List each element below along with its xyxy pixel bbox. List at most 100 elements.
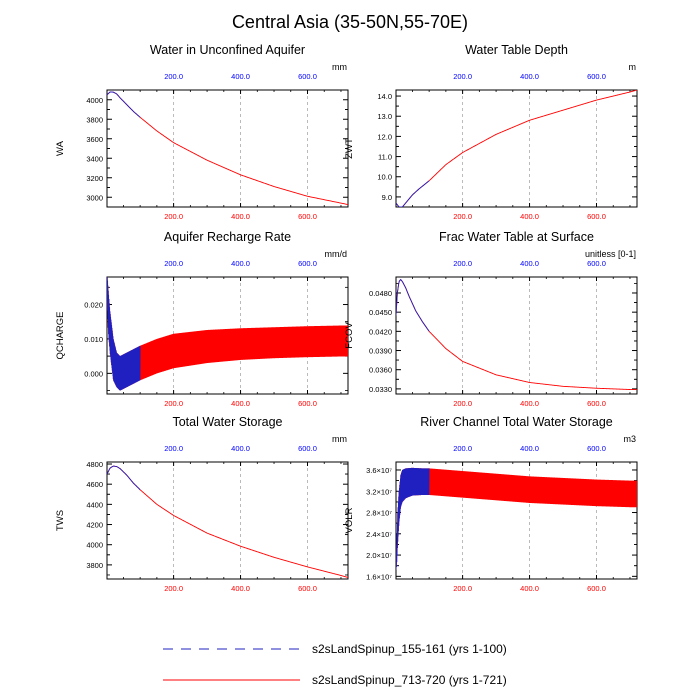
panel-units: mm xyxy=(332,434,347,444)
x-tick-label-top: 400.0 xyxy=(231,444,250,453)
y-tick-label: 3000 xyxy=(86,193,103,202)
x-tick-label-bottom: 400.0 xyxy=(520,584,539,593)
y-tick-label: 0.000 xyxy=(84,369,103,378)
y-tick-label: 14.0 xyxy=(377,92,392,101)
series-line-blue xyxy=(107,465,141,491)
y-tick-label: 4400 xyxy=(86,500,103,509)
panel-units: m3 xyxy=(623,434,636,444)
x-tick-label-top: 400.0 xyxy=(520,444,539,453)
x-tick-label-top: 600.0 xyxy=(298,72,317,81)
x-tick-label-top: 200.0 xyxy=(453,259,472,268)
y-tick-label: 0.0360 xyxy=(369,366,392,375)
plot-area xyxy=(396,467,637,570)
series-line-red xyxy=(396,90,637,207)
x-tick-label-bottom: 400.0 xyxy=(520,212,539,221)
y-tick-label: 10.0 xyxy=(377,173,392,182)
y-tick-label: 3.2×10⁷ xyxy=(366,487,392,496)
y-tick-label: 3600 xyxy=(86,135,103,144)
series-line-red xyxy=(396,467,637,570)
y-axis-label: WA xyxy=(55,140,66,156)
legend-label-red: s2sLandSpinup_713-720 (yrs 1-721) xyxy=(312,673,507,687)
y-tick-label: 3400 xyxy=(86,154,103,163)
plot-frame xyxy=(395,89,638,208)
y-tick-label: 4800 xyxy=(86,460,103,469)
plot-area xyxy=(107,91,348,206)
chart-panel-5: Total Water Storage mm 200.0 400.0 600.0 200.… xyxy=(55,415,349,593)
legend: s2sLandSpinup_155-161 (yrs 1-100) s2sLan… xyxy=(163,642,507,687)
x-tick-label-top: 600.0 xyxy=(587,259,606,268)
panel-title: River Channel Total Water Storage xyxy=(420,415,613,429)
x-tick-label-bottom: 600.0 xyxy=(298,399,317,408)
series-line-blue xyxy=(396,467,430,570)
y-axis-label: TWS xyxy=(55,510,66,531)
series-line-red xyxy=(396,278,637,390)
x-tick-label-top: 200.0 xyxy=(164,444,183,453)
y-axis-label: FCOV xyxy=(344,322,355,349)
x-tick-label-bottom: 400.0 xyxy=(520,399,539,408)
y-tick-label: 3800 xyxy=(86,115,103,124)
plot-area xyxy=(107,465,348,578)
x-tick-label-bottom: 400.0 xyxy=(231,399,250,408)
panel-title: Frac Water Table at Surface xyxy=(439,230,594,244)
chart-panel-2: Water Table Depth m 200.0 400.0 600.0 200.0 40… xyxy=(344,43,638,221)
plot-area xyxy=(396,90,637,207)
x-tick-label-top: 200.0 xyxy=(453,444,472,453)
y-axis-label: VOLR xyxy=(344,507,355,533)
y-tick-label: 0.0420 xyxy=(369,327,392,336)
panel-units: mm/d xyxy=(325,249,348,259)
x-tick-label-top: 200.0 xyxy=(453,72,472,81)
x-tick-label-bottom: 400.0 xyxy=(231,212,250,221)
y-tick-label: 0.0480 xyxy=(369,289,392,298)
chart-panels: Water in Unconfined Aquifer mm 200.0 400.0 6… xyxy=(55,43,638,593)
panel-units: unitless [0-1] xyxy=(585,249,636,259)
x-tick-label-top: 200.0 xyxy=(164,72,183,81)
x-tick-label-bottom: 200.0 xyxy=(164,399,183,408)
legend-label-blue: s2sLandSpinup_155-161 (yrs 1-100) xyxy=(312,642,507,656)
x-tick-label-bottom: 600.0 xyxy=(587,212,606,221)
panel-units: m xyxy=(629,62,637,72)
x-tick-label-top: 600.0 xyxy=(298,259,317,268)
x-tick-label-bottom: 200.0 xyxy=(453,584,472,593)
y-tick-label: 0.0330 xyxy=(369,385,392,394)
y-axis-label: ZWT xyxy=(344,138,355,159)
plot-frame xyxy=(106,89,349,208)
y-tick-label: 0.010 xyxy=(84,335,103,344)
x-tick-label-top: 400.0 xyxy=(520,259,539,268)
y-tick-label: 0.0390 xyxy=(369,347,392,356)
y-tick-label: 4000 xyxy=(86,541,103,550)
series-line-blue xyxy=(396,278,430,332)
y-tick-label: 2.8×10⁷ xyxy=(366,509,392,518)
series-line-red xyxy=(107,277,348,391)
series-line-blue xyxy=(107,277,141,391)
plot-frame xyxy=(106,461,349,580)
x-tick-label-bottom: 600.0 xyxy=(298,584,317,593)
panel-title: Aquifer Recharge Rate xyxy=(164,230,291,244)
x-tick-label-bottom: 600.0 xyxy=(587,584,606,593)
panel-title: Total Water Storage xyxy=(172,415,282,429)
x-tick-label-top: 600.0 xyxy=(587,444,606,453)
panel-title: Water Table Depth xyxy=(465,43,568,57)
y-tick-label: 11.0 xyxy=(378,153,392,162)
y-axis-label: QCHARGE xyxy=(55,311,66,359)
series-line-blue xyxy=(396,180,430,207)
y-tick-label: 4000 xyxy=(86,96,103,105)
series-line-blue xyxy=(107,91,141,118)
y-tick-label: 0.0450 xyxy=(369,308,392,317)
x-tick-label-top: 400.0 xyxy=(520,72,539,81)
x-tick-label-bottom: 200.0 xyxy=(164,584,183,593)
y-tick-label: 3200 xyxy=(86,174,103,183)
panel-units: mm xyxy=(332,62,347,72)
figure-title: Central Asia (35-50N,55-70E) xyxy=(232,12,468,32)
chart-panel-1: Water in Unconfined Aquifer mm 200.0 400.0 6… xyxy=(55,43,349,221)
x-tick-label-bottom: 600.0 xyxy=(587,399,606,408)
y-tick-label: 2.0×10⁷ xyxy=(366,551,392,560)
x-tick-label-top: 200.0 xyxy=(164,259,183,268)
chart-panel-6: River Channel Total Water Storage m3 200.0… xyxy=(344,415,638,593)
y-tick-label: 3800 xyxy=(86,561,103,570)
x-tick-label-top: 400.0 xyxy=(231,72,250,81)
plot-area xyxy=(396,278,637,390)
x-tick-label-top: 400.0 xyxy=(231,259,250,268)
chart-panel-3: Aquifer Recharge Rate mm/d 200.0 400.0 600.0… xyxy=(55,230,349,408)
x-tick-label-bottom: 200.0 xyxy=(453,212,472,221)
